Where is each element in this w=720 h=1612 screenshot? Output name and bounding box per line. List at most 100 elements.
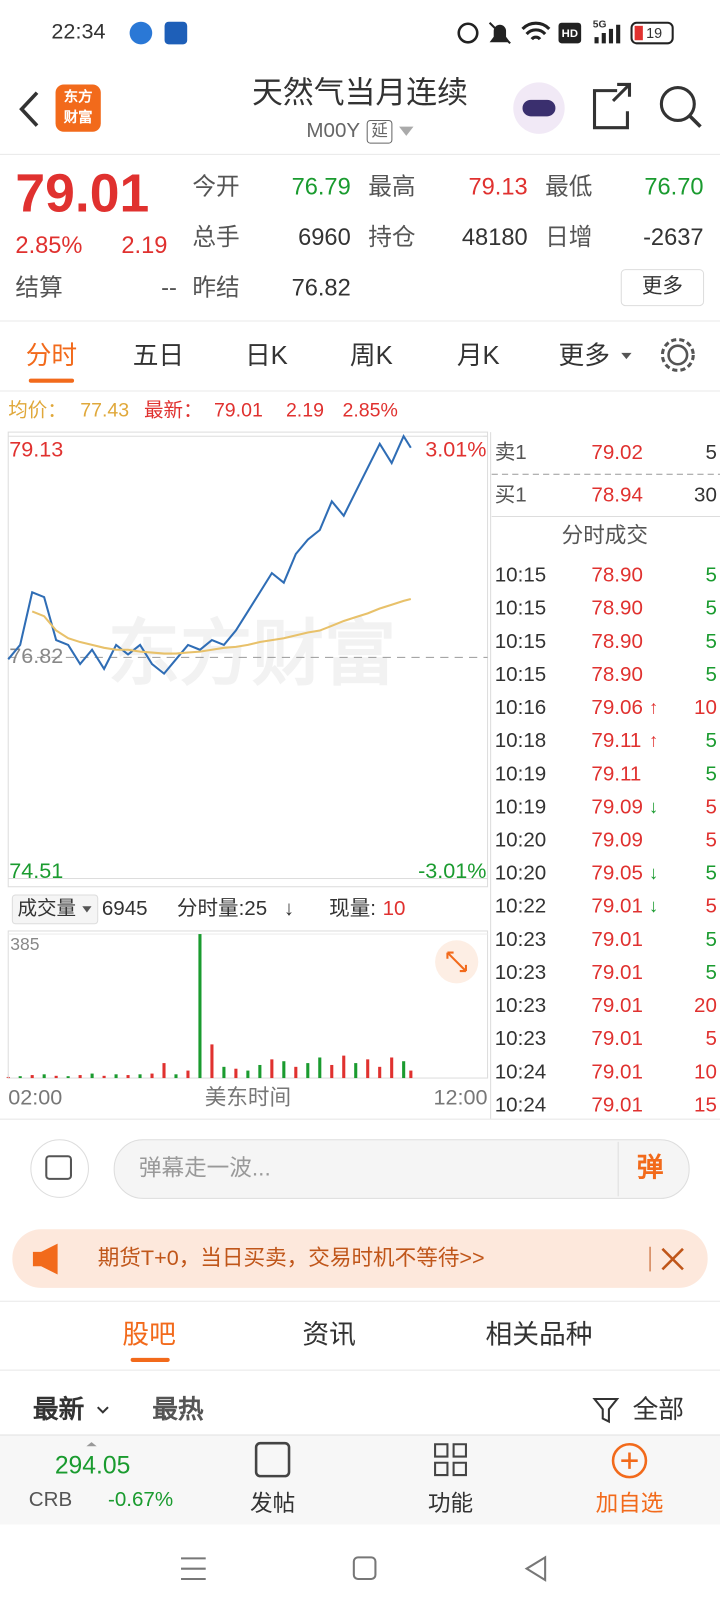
trade-volume: 5 (705, 895, 716, 918)
volume-bar (330, 1064, 334, 1079)
trade-price: 79.11 (591, 729, 641, 752)
filter-all[interactable]: 全部 (633, 1395, 684, 1424)
stat-label: 持仓 (368, 224, 415, 251)
watermark: 东方财富 (108, 614, 396, 694)
volume-bar (18, 1076, 22, 1079)
volume-bar (150, 1073, 154, 1079)
close-button[interactable] (661, 1247, 684, 1271)
nav-home[interactable] (352, 1556, 377, 1580)
trade-volume: 5 (705, 729, 716, 752)
index-name: CRB (29, 1488, 72, 1511)
comment-placeholder: 弹幕走一波... (139, 1156, 271, 1181)
y-tick-label: 74.51 (9, 858, 63, 883)
tab[interactable]: 周K (350, 342, 393, 370)
action-add[interactable]: 加自选 (596, 1491, 664, 1516)
mute-icon (488, 22, 511, 45)
trade-price: 79.11 (591, 762, 641, 785)
volume-bar (174, 1074, 178, 1079)
back-button[interactable] (19, 91, 39, 127)
status-time: 22:34 (51, 19, 105, 44)
dropdown-icon[interactable] (399, 126, 414, 136)
action-post[interactable]: 发帖 (250, 1491, 295, 1516)
filter-latest[interactable]: 最新 (33, 1394, 85, 1424)
trade-time: 10:24 (495, 1060, 546, 1083)
book-label: 卖1 (495, 441, 527, 464)
stat-label: 昨结 (192, 274, 239, 301)
index-value[interactable]: 294.05 (55, 1452, 130, 1479)
price-line (31, 597, 412, 655)
x-tick-label: 02:00 (8, 1084, 62, 1109)
tab[interactable]: 更多 (559, 341, 610, 370)
trade-volume: 5 (705, 795, 716, 818)
volume-bar (42, 1074, 46, 1079)
trade-volume: 10 (694, 1060, 717, 1083)
now-volume: 10 (383, 897, 406, 920)
trade-volume: 5 (705, 862, 716, 885)
danmaku-button[interactable]: 弹 (637, 1153, 664, 1183)
search-button[interactable] (659, 85, 696, 122)
subtab-active[interactable]: 股吧 (122, 1319, 175, 1349)
nav-menu[interactable] (181, 1557, 206, 1580)
stat-value: 76.70 (644, 175, 703, 201)
change: 2.19 (121, 233, 167, 259)
promo-banner[interactable] (12, 1229, 708, 1288)
trade-time: 10:15 (495, 564, 546, 587)
avg-value: 77.43 (80, 400, 129, 422)
book-price: 79.02 (591, 441, 642, 464)
last-price: 79.01 (15, 165, 149, 224)
share-button[interactable] (592, 82, 632, 130)
trade-price: 78.90 (591, 630, 642, 653)
trade-price: 79.06 (591, 696, 642, 719)
trade-direction: ↓ (649, 895, 658, 916)
tab[interactable]: 五日 (133, 342, 184, 370)
tab-active[interactable]: 分时 (26, 341, 77, 370)
trade-price: 79.01 (591, 1060, 642, 1083)
volume-bar (66, 1076, 70, 1079)
comment-input[interactable] (113, 1139, 690, 1199)
trade-volume: 5 (705, 564, 716, 587)
nav-back[interactable] (524, 1555, 547, 1582)
volume-select[interactable] (11, 894, 99, 925)
volume-bar (162, 1063, 166, 1079)
now-volume-label: 现量: (329, 897, 376, 920)
volume-bar (126, 1075, 130, 1079)
stat-value: 76.79 (292, 175, 351, 201)
trade-volume: 5 (705, 663, 716, 686)
trade-price: 79.01 (591, 961, 642, 984)
settings-button[interactable] (667, 344, 689, 366)
tab[interactable]: 日K (245, 342, 288, 370)
logo[interactable] (55, 84, 101, 132)
hd-badge (558, 22, 582, 44)
function-icon (434, 1443, 467, 1477)
avatar-face (522, 99, 556, 117)
trade-volume: 10 (694, 696, 717, 719)
speaker-icon (32, 1243, 58, 1275)
stat-label: 今开 (192, 174, 239, 201)
x-tick-label: 12:00 (433, 1084, 487, 1109)
volume-bar (409, 1070, 413, 1079)
trade-time: 10:15 (495, 630, 546, 653)
volume-bar (114, 1074, 118, 1079)
subtab[interactable]: 相关品种 (486, 1319, 593, 1349)
battery-text: 19 (646, 26, 662, 42)
trade-direction: ↑ (649, 730, 658, 751)
volume-bar (366, 1059, 370, 1079)
danmaku-settings[interactable] (30, 1139, 89, 1198)
stat-value: -2637 (643, 225, 703, 251)
stat-label: 最低 (545, 174, 592, 201)
trade-volume: 5 (705, 928, 716, 951)
change-pct: 2.85% (15, 233, 82, 259)
more-button[interactable] (620, 269, 705, 307)
trade-volume: 5 (705, 597, 716, 620)
trade-time: 10:24 (495, 1093, 546, 1116)
action-function[interactable]: 功能 (428, 1491, 473, 1516)
tab[interactable]: 月K (457, 342, 500, 370)
badge (366, 119, 393, 144)
stat-label: 最高 (368, 174, 415, 201)
trade-time: 10:20 (495, 862, 546, 885)
code: M00Y (306, 119, 360, 142)
subtab[interactable]: 资讯 (302, 1319, 355, 1349)
volume-bar (102, 1075, 106, 1079)
filter-hot[interactable]: 最热 (152, 1395, 204, 1424)
trade-time: 10:23 (495, 928, 546, 951)
